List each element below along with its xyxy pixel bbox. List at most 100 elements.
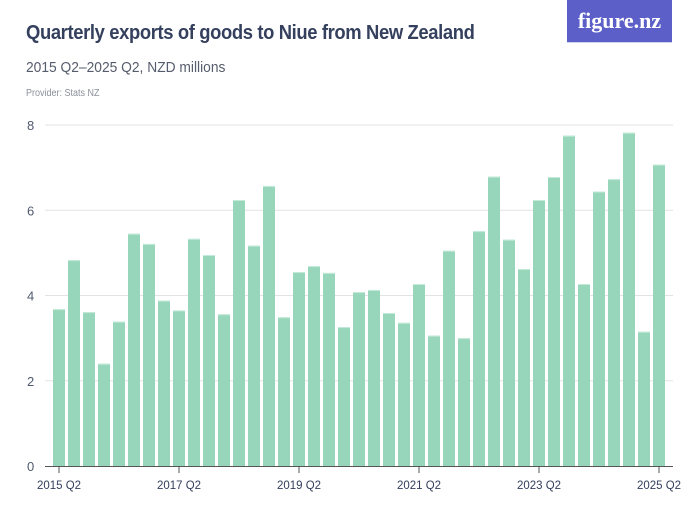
bar[interactable]: 2020 Q3: 4.13 [368, 289, 380, 466]
x-axis [45, 466, 673, 473]
bar[interactable]: 2018 Q3: 5.17 [248, 245, 260, 466]
bar[interactable]: 2018 Q1: 3.56 [218, 314, 230, 466]
bar-top-edge [563, 135, 575, 137]
x-tick-label: 2023 Q2 [517, 478, 561, 492]
bar-top-edge [473, 231, 485, 233]
bar[interactable]: 2016 Q3: 5.45 [128, 233, 140, 466]
bar[interactable]: 2018 Q2: 6.24 [233, 200, 245, 466]
bar-top-edge [398, 322, 410, 324]
bar[interactable]: 2022 Q1: 3 [458, 338, 470, 466]
bar[interactable]: 2020 Q1: 3.26 [338, 327, 350, 466]
bar[interactable]: 2017 Q3: 5.33 [188, 238, 200, 466]
bar[interactable]: 2024 Q4: 7.82 [623, 132, 635, 467]
bar-top-edge [593, 191, 605, 193]
y-tick-label: 4 [27, 289, 34, 304]
bar[interactable]: 2020 Q4: 3.59 [383, 312, 395, 466]
chart-subtitle: 2015 Q2–2025 Q2, NZD millions [26, 59, 226, 76]
bar[interactable]: 2024 Q3: 6.73 [608, 179, 620, 467]
x-tick-label: 2021 Q2 [397, 478, 441, 492]
x-tick-label: 2025 Q2 [637, 478, 681, 492]
bar-top-edge [278, 317, 290, 319]
bar[interactable]: 2022 Q4: 5.31 [503, 239, 515, 466]
bar-top-edge [263, 185, 275, 187]
bar[interactable]: 2025 Q2: 7.07 [653, 164, 665, 467]
bar[interactable]: 2025 Q1: 3.15 [638, 331, 650, 466]
bar-top-edge [353, 292, 365, 294]
bar-top-edge [53, 309, 65, 311]
bar[interactable]: 2015 Q2: 3.68 [53, 309, 65, 466]
bar[interactable]: 2021 Q1: 3.36 [398, 322, 410, 466]
bar-top-edge [458, 338, 470, 340]
chart-title: Quarterly exports of goods to Niue from … [26, 22, 475, 44]
bar[interactable]: 2023 Q1: 4.62 [518, 269, 530, 466]
bar-top-edge [518, 269, 530, 271]
figure-nz-logo[interactable]: figure.nz [567, 0, 672, 42]
bar-top-edge [428, 335, 440, 337]
bar-top-edge [173, 310, 185, 312]
bar[interactable]: 2024 Q2: 6.44 [593, 191, 605, 466]
bar[interactable]: 2022 Q2: 5.51 [473, 231, 485, 466]
bar-top-edge [368, 289, 380, 291]
bar-top-edge [578, 283, 590, 285]
bar[interactable]: 2019 Q2: 4.55 [293, 272, 305, 466]
bar-top-edge [443, 250, 455, 252]
bar-top-edge [323, 272, 335, 274]
bar-top-edge [143, 243, 155, 245]
bar-top-edge [308, 266, 320, 268]
bar[interactable]: 2020 Q2: 4.08 [353, 292, 365, 466]
bar[interactable]: 2017 Q1: 3.88 [158, 300, 170, 466]
bar-top-edge [158, 300, 170, 302]
bar-top-edge [113, 321, 125, 323]
bar[interactable]: 2019 Q1: 3.49 [278, 317, 290, 466]
bar[interactable]: 2017 Q4: 4.95 [203, 255, 215, 466]
bar-top-edge [293, 272, 305, 274]
bar-top-edge [248, 245, 260, 247]
y-tick-label: 0 [27, 459, 34, 474]
y-tick-label: 2 [27, 374, 34, 389]
bar-top-edge [548, 177, 560, 179]
bar[interactable]: 2017 Q2: 3.65 [173, 310, 185, 466]
bar-top-edge [203, 255, 215, 257]
bar-top-edge [383, 312, 395, 314]
y-axis-labels: 0 2 4 6 8 [27, 118, 34, 474]
bar[interactable]: 2018 Q4: 6.57 [263, 185, 275, 467]
bar-top-edge [338, 327, 350, 329]
bar-top-edge [188, 238, 200, 240]
bar-top-edge [128, 233, 140, 235]
bar[interactable]: 2015 Q4: 3.61 [83, 312, 95, 466]
bar[interactable]: 2021 Q4: 5.05 [443, 250, 455, 466]
logo-underline [567, 42, 672, 43]
bar-top-edge [608, 179, 620, 181]
bar[interactable]: 2022 Q3: 6.79 [488, 176, 500, 467]
bar-top-edge [533, 200, 545, 202]
x-axis-labels: 2015 Q2 2017 Q2 2019 Q2 2021 Q2 2023 Q2 2025 … [37, 478, 681, 492]
bar-top-edge [218, 314, 230, 316]
bar[interactable]: 2019 Q4: 4.53 [323, 272, 335, 466]
x-tick-label: 2017 Q2 [157, 478, 201, 492]
bar-top-edge [653, 164, 665, 166]
bar[interactable]: 2021 Q2: 4.27 [413, 283, 425, 466]
x-tick-label: 2019 Q2 [277, 478, 321, 492]
bar-top-edge [98, 363, 110, 365]
y-tick-label: 6 [27, 203, 34, 218]
bar[interactable]: 2023 Q2: 6.24 [533, 200, 545, 466]
bar[interactable]: 2016 Q1: 2.4 [98, 363, 110, 466]
bar[interactable]: 2016 Q4: 5.21 [143, 243, 155, 466]
data-provider: Provider: Stats NZ [26, 88, 100, 99]
bar-top-edge [68, 260, 80, 262]
bar[interactable]: 2021 Q3: 3.06 [428, 335, 440, 466]
bar-top-edge [413, 283, 425, 285]
bar[interactable]: 2023 Q4: 7.75 [563, 135, 575, 466]
bar[interactable]: 2015 Q3: 4.83 [68, 260, 80, 466]
x-tick-label: 2015 Q2 [37, 478, 81, 492]
bar[interactable]: 2023 Q3: 6.78 [548, 177, 560, 466]
y-tick-label: 8 [27, 118, 34, 133]
bar[interactable]: 2024 Q1: 4.27 [578, 283, 590, 466]
bar-top-edge [638, 331, 650, 333]
bar[interactable]: 2019 Q3: 4.69 [308, 266, 320, 466]
bar-top-edge [83, 312, 95, 314]
bar-top-edge [623, 132, 635, 134]
bar[interactable]: 2016 Q2: 3.39 [113, 321, 125, 466]
